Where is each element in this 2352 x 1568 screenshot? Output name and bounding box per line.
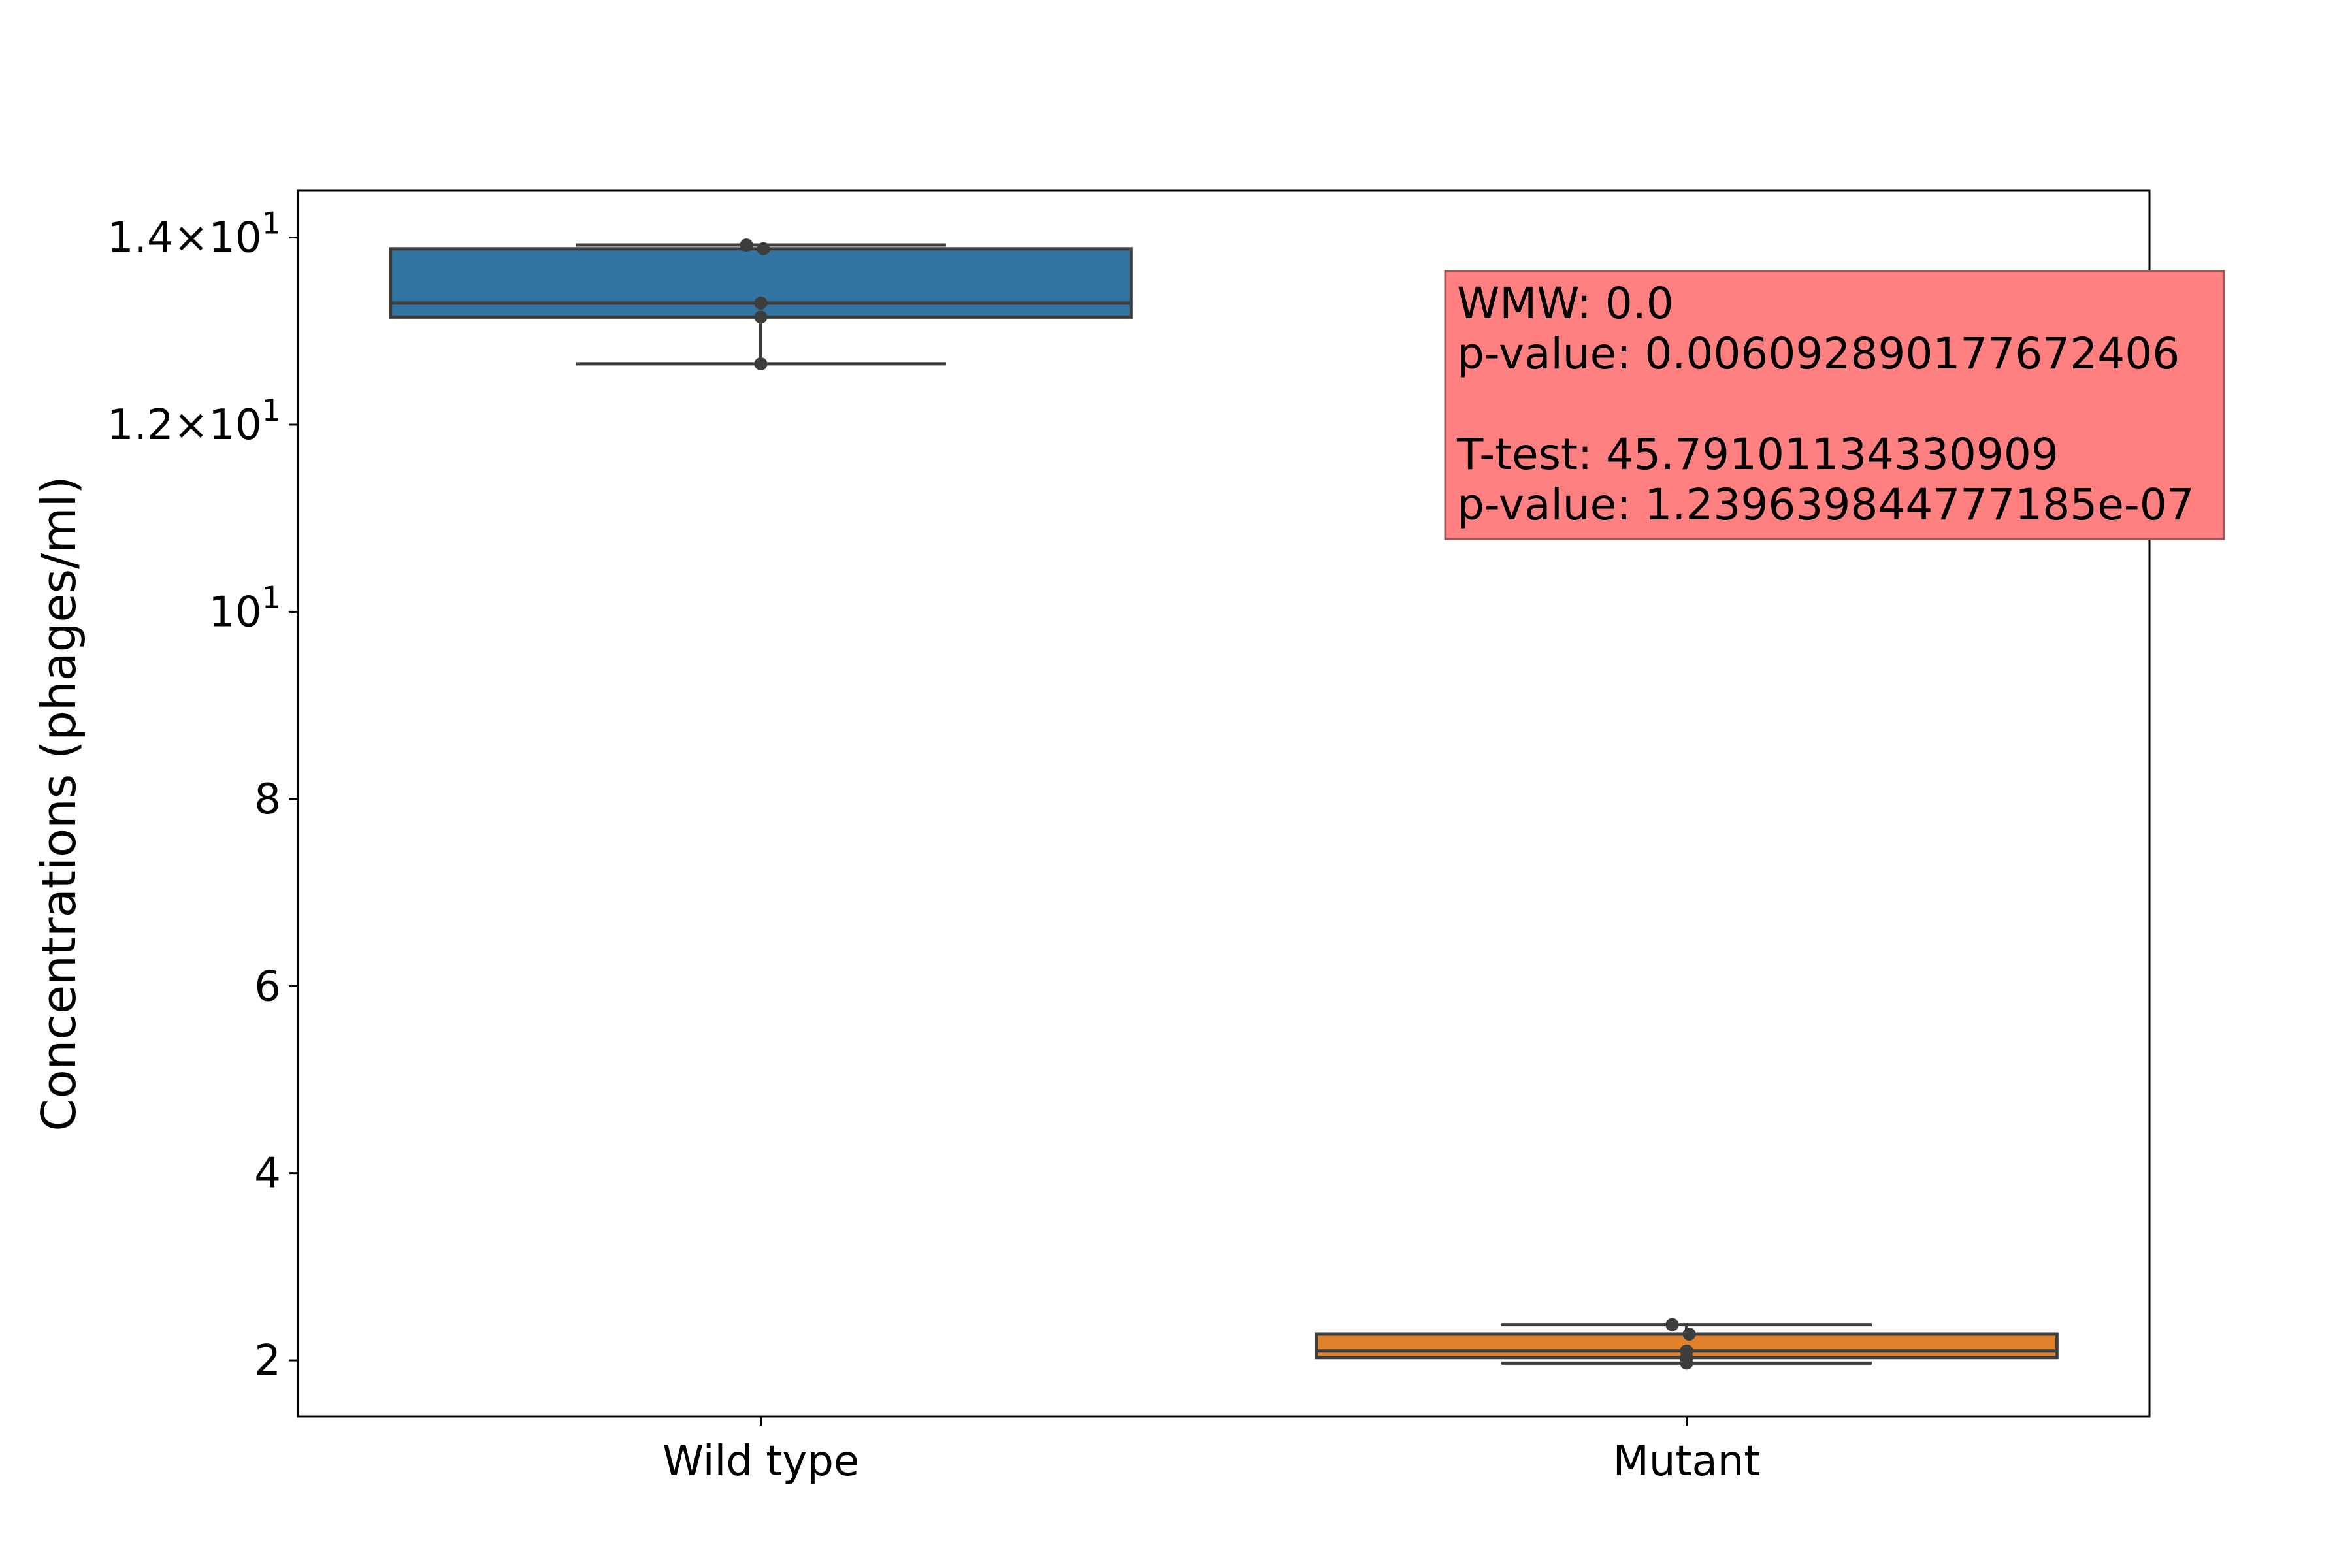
y-tick-label: 6 bbox=[254, 962, 281, 1011]
data-point bbox=[754, 296, 768, 310]
annotation-line: p-value: 0.006092890177672406 bbox=[1457, 329, 2180, 379]
y-tick-label: 1.4×101 bbox=[107, 206, 281, 263]
box-group-1 bbox=[1315, 1318, 2059, 1370]
y-axis-label: Concentrations (phages/ml) bbox=[31, 476, 86, 1131]
data-point bbox=[1665, 1318, 1679, 1331]
y-tick-label: 2 bbox=[254, 1337, 281, 1385]
data-point bbox=[740, 238, 753, 252]
box-group-0 bbox=[389, 238, 1133, 370]
annotation-line: p-value: 1.239639844777185e-07 bbox=[1457, 480, 2195, 530]
data-point bbox=[1680, 1356, 1693, 1370]
annotation-box bbox=[1444, 270, 2225, 540]
data-point bbox=[757, 242, 770, 255]
data-point bbox=[754, 357, 768, 370]
x-tick-label: Wild type bbox=[662, 1437, 859, 1486]
y-tick-label: 4 bbox=[254, 1150, 281, 1198]
y-tick-label: 101 bbox=[208, 580, 281, 636]
annotation-line: WMW: 0.0 bbox=[1457, 278, 1674, 329]
data-point bbox=[754, 310, 768, 324]
plot-frame bbox=[297, 189, 2151, 1418]
y-tick-label: 8 bbox=[254, 776, 281, 824]
stats-annotation: WMW: 0.0p-value: 0.006092890177672406 T-t… bbox=[1444, 270, 2225, 540]
x-tick-label: Mutant bbox=[1613, 1437, 1761, 1486]
plot-area: 2 4 6 8 101 1.2×101 1.4×101 Wild type Mutant Conc… bbox=[31, 189, 2151, 1486]
annotation-line: T-test: 45.79101134330909 bbox=[1456, 429, 2059, 480]
y-tick-label: 1.2×101 bbox=[107, 393, 281, 449]
data-point bbox=[1682, 1327, 1696, 1341]
